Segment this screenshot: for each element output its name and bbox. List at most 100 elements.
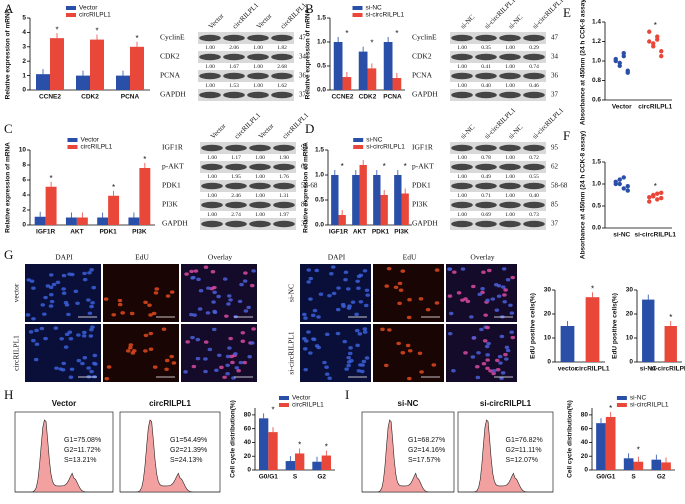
legend-swatch — [616, 403, 627, 407]
band — [451, 34, 473, 42]
band — [273, 144, 295, 152]
nucleus — [501, 267, 507, 271]
blot-strip — [198, 51, 294, 63]
legend-label: si-circRILPL1 — [366, 12, 405, 19]
nucleus — [197, 307, 203, 311]
blot-strip — [450, 180, 546, 192]
nucleus — [68, 375, 74, 379]
x-tick-label: si-circRILPL1 — [634, 232, 676, 239]
bar — [45, 186, 57, 225]
nucleus — [251, 327, 256, 331]
nucleus — [207, 347, 213, 352]
micrograph — [373, 324, 444, 382]
blot-strip — [450, 218, 546, 230]
bar — [342, 77, 352, 90]
size-label: 37 — [551, 91, 559, 99]
band — [223, 34, 245, 42]
band-quant: 1.00 — [253, 83, 263, 89]
bar — [312, 461, 322, 470]
nucleus — [89, 328, 94, 332]
nucleus — [485, 366, 490, 371]
nucleus — [396, 341, 401, 346]
blot-strip — [200, 218, 296, 230]
y-tick-label: 60 — [244, 425, 252, 432]
nucleus — [499, 376, 504, 381]
nucleus — [39, 326, 45, 331]
panel-letter: D — [305, 121, 314, 136]
lane-label: Vector — [209, 122, 228, 141]
blot-strip — [200, 161, 296, 173]
nucleus — [510, 275, 516, 280]
nucleus — [400, 351, 406, 355]
nucleus — [481, 361, 487, 366]
nucleus — [51, 282, 57, 287]
band — [225, 163, 247, 171]
nucleus — [212, 285, 217, 290]
nucleus — [364, 288, 370, 292]
nucleus — [185, 340, 190, 344]
nucleus — [206, 286, 211, 290]
x-tick-label: Vector — [612, 104, 632, 111]
band-quant: 1.00 — [457, 83, 467, 89]
significance: * — [55, 25, 58, 34]
nucleus — [225, 354, 231, 359]
band — [499, 91, 521, 99]
nucleus — [68, 336, 74, 341]
x-tick-label: CCNE2 — [39, 94, 61, 101]
protein-label: GAPDH — [160, 90, 186, 99]
y-tick-label: 2 — [22, 58, 26, 65]
y-tick-label: 10 — [19, 147, 27, 154]
band-quant: 1.00 — [205, 83, 215, 89]
nucleus — [66, 312, 71, 317]
nucleus — [397, 281, 403, 286]
protein-label: IGF1R — [162, 143, 183, 152]
size-label: 58-68 — [551, 182, 568, 190]
nucleus — [143, 333, 149, 338]
x-tick-label: S — [293, 474, 298, 481]
lane-label: si-NC — [459, 13, 477, 31]
legend-label: circRILPL1 — [79, 12, 111, 19]
y-tick-label: 40 — [244, 439, 252, 446]
x-tick-label: G2 — [657, 474, 666, 481]
nucleus — [417, 351, 423, 355]
nucleus — [211, 300, 216, 304]
legend-swatch — [66, 13, 76, 17]
protein-label: PDK1 — [412, 181, 431, 190]
band — [499, 34, 521, 42]
band-quant: 1.76 — [279, 174, 289, 180]
significance: * — [271, 405, 274, 414]
nucleus — [452, 270, 457, 274]
band — [225, 182, 247, 190]
nucleus — [129, 311, 135, 316]
bar — [605, 416, 616, 470]
band-quant: 0.40 — [481, 83, 491, 89]
data-point — [655, 197, 660, 202]
nucleus — [474, 365, 480, 369]
legend-swatch — [67, 145, 78, 149]
size-label: 85 — [301, 201, 309, 209]
nucleus — [362, 327, 368, 331]
flow-stat: S=17.57% — [408, 457, 441, 464]
nucleus — [340, 302, 346, 307]
band-quant: 1.00 — [253, 45, 263, 51]
bar — [295, 453, 305, 470]
size-label: 95 — [301, 144, 309, 152]
x-tick-label: AKT — [353, 229, 366, 236]
nucleus — [251, 269, 256, 273]
nucleus — [406, 376, 412, 381]
blot-strip — [450, 142, 546, 154]
band — [271, 34, 293, 42]
band-quant: 1.00 — [505, 45, 515, 51]
nucleus — [203, 265, 209, 269]
band — [475, 163, 497, 171]
nucleus — [120, 311, 125, 315]
band — [499, 72, 521, 80]
size-label: 62 — [301, 163, 309, 171]
significance: * — [609, 404, 612, 413]
nucleus — [361, 359, 367, 364]
band — [523, 182, 545, 190]
nucleus — [247, 354, 252, 359]
band — [451, 220, 473, 228]
bar — [560, 326, 575, 362]
nucleus — [314, 268, 320, 273]
